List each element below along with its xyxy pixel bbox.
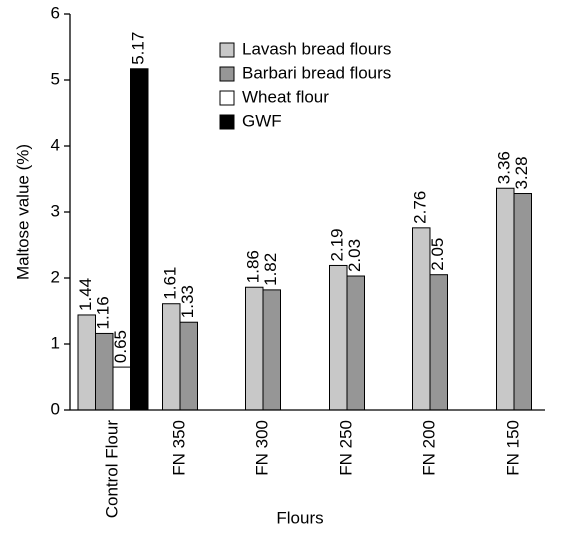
value-label: 3.36 (495, 151, 514, 184)
y-tick-label: 5 (51, 69, 60, 88)
value-label: 1.33 (178, 285, 197, 318)
legend-swatch (219, 114, 235, 130)
bar (245, 286, 264, 411)
bar (329, 264, 348, 411)
value-label: 1.44 (76, 278, 95, 311)
x-tick-label: FN 300 (252, 420, 271, 476)
value-label: 2.19 (328, 228, 347, 261)
legend-swatch (219, 66, 235, 82)
bar (112, 366, 131, 411)
bar (496, 187, 515, 411)
value-label: 5.17 (129, 32, 148, 65)
legend-label: GWF (242, 111, 282, 130)
bar (162, 303, 181, 411)
value-label: 2.76 (411, 191, 430, 224)
y-axis-title: Maltose value (%) (13, 144, 32, 280)
legend-swatch (219, 90, 235, 106)
y-tick-label: 4 (51, 135, 60, 154)
bar (513, 193, 532, 411)
bar (346, 275, 365, 411)
bar (429, 274, 448, 411)
x-axis-title: Flours (276, 508, 323, 527)
x-tick-label: FN 150 (503, 420, 522, 476)
value-label: 2.03 (345, 239, 364, 272)
bar (130, 68, 149, 411)
x-tick-label: FN 200 (419, 420, 438, 476)
x-tick-label: FN 350 (169, 420, 188, 476)
x-tick-label: FN 250 (336, 420, 355, 476)
y-tick-label: 6 (51, 3, 60, 22)
value-label: 3.28 (512, 156, 531, 189)
x-tick-label: Control Flour (102, 420, 121, 519)
y-tick-label: 2 (51, 267, 60, 286)
value-label: 1.16 (94, 296, 113, 329)
value-label: 1.82 (261, 253, 280, 286)
legend-label: Lavash bread flours (242, 39, 391, 58)
y-tick-label: 3 (51, 201, 60, 220)
bar (262, 289, 281, 411)
bar (179, 321, 198, 411)
value-label: 1.86 (244, 250, 263, 283)
value-label: 2.05 (428, 238, 447, 271)
y-tick-label: 1 (51, 333, 60, 352)
value-label: 0.65 (111, 330, 130, 363)
legend-label: Barbari bread flours (242, 63, 391, 82)
legend-swatch (219, 42, 235, 58)
y-tick-label: 0 (51, 399, 60, 418)
value-label: 1.61 (161, 267, 180, 300)
legend-label: Wheat flour (242, 87, 329, 106)
